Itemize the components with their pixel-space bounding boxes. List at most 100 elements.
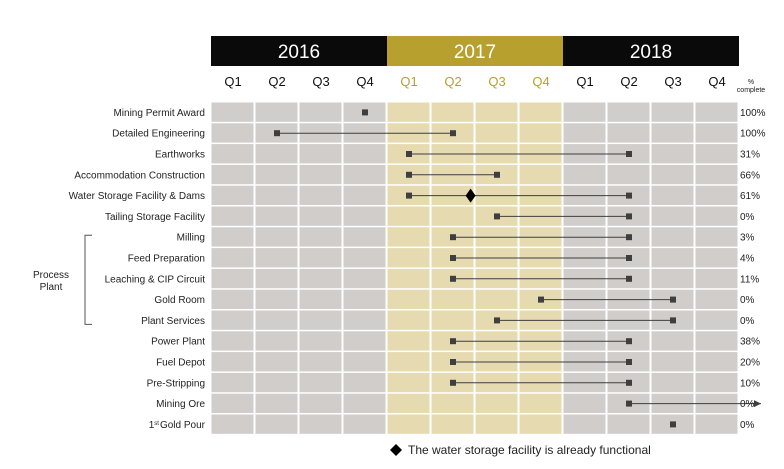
legend-text: The water storage facility is already fu… bbox=[408, 443, 651, 457]
grid-cell bbox=[343, 414, 386, 434]
start-marker bbox=[450, 234, 456, 241]
grid-cell bbox=[343, 352, 386, 372]
end-marker bbox=[494, 171, 500, 178]
grid-cell bbox=[475, 414, 518, 434]
task-label: Plant Services bbox=[141, 316, 205, 327]
grid-cell bbox=[343, 310, 386, 330]
quarter-label: Q3 bbox=[488, 74, 505, 89]
grid-cell bbox=[651, 185, 694, 205]
grid-cell bbox=[255, 352, 298, 372]
task-label: Mining Permit Award bbox=[113, 108, 205, 119]
grid-cell bbox=[211, 185, 254, 205]
grid-cell bbox=[299, 414, 342, 434]
task-label: Feed Preparation bbox=[128, 254, 205, 265]
grid-cell bbox=[695, 289, 738, 309]
quarter-label: Q2 bbox=[268, 74, 285, 89]
grid-cell bbox=[387, 352, 430, 372]
year-label-2016: 2016 bbox=[278, 42, 320, 63]
arrow-head bbox=[754, 400, 761, 408]
year-header-2017 bbox=[387, 36, 563, 66]
grid-cell bbox=[695, 123, 738, 143]
grid-cell bbox=[387, 102, 430, 122]
grid-cell bbox=[299, 164, 342, 185]
grid-cell bbox=[387, 248, 430, 268]
grid-cell bbox=[431, 206, 474, 226]
start-marker bbox=[406, 171, 412, 178]
grid-cell bbox=[299, 206, 342, 226]
grid-cell bbox=[431, 393, 474, 413]
grid-cell bbox=[387, 268, 430, 289]
grid-cell bbox=[211, 310, 254, 330]
grid-cell bbox=[695, 352, 738, 372]
grid-cell bbox=[651, 102, 694, 122]
percent-value: 38% bbox=[740, 337, 760, 348]
grid-cell bbox=[211, 414, 254, 434]
grid-cell bbox=[387, 310, 430, 330]
grid-cell bbox=[211, 227, 254, 247]
grid-cell bbox=[299, 393, 342, 413]
quarter-label: Q3 bbox=[664, 74, 681, 89]
start-marker bbox=[406, 151, 412, 157]
grid-cell bbox=[563, 102, 606, 122]
year-header-2016 bbox=[211, 36, 387, 66]
grid-cell bbox=[695, 164, 738, 185]
percent-value: 4% bbox=[740, 254, 755, 265]
end-marker bbox=[626, 192, 632, 199]
quarter-label: Q3 bbox=[312, 74, 329, 89]
task-label: Mining Ore bbox=[156, 399, 205, 410]
grid-cell bbox=[695, 414, 738, 434]
grid-cell bbox=[695, 310, 738, 330]
percent-value: 0% bbox=[740, 316, 755, 327]
grid-cell bbox=[651, 144, 694, 164]
grid-cell bbox=[695, 185, 738, 205]
grid-cell bbox=[299, 248, 342, 268]
start-marker bbox=[450, 255, 456, 261]
grid-cell bbox=[211, 372, 254, 393]
grid-cell bbox=[211, 102, 254, 122]
percent-value: 100% bbox=[740, 108, 766, 119]
grid-cell bbox=[343, 227, 386, 247]
grid-cell bbox=[299, 310, 342, 330]
grid-cell bbox=[475, 393, 518, 413]
grid-cell bbox=[255, 268, 298, 289]
grid-cell bbox=[211, 164, 254, 185]
grid-cell bbox=[519, 414, 562, 434]
grid-cell bbox=[387, 227, 430, 247]
grid-cell bbox=[651, 123, 694, 143]
task-label: Earthworks bbox=[155, 150, 205, 161]
grid-cell bbox=[695, 144, 738, 164]
grid-cell bbox=[651, 372, 694, 393]
percent-value: 0% bbox=[740, 420, 755, 431]
grid-cell bbox=[475, 102, 518, 122]
start-marker bbox=[450, 275, 456, 282]
start-marker bbox=[274, 130, 280, 137]
grid-cell bbox=[299, 268, 342, 289]
grid-cell bbox=[255, 331, 298, 351]
grid-cell bbox=[651, 352, 694, 372]
end-marker bbox=[626, 213, 632, 220]
grid-cell bbox=[255, 164, 298, 185]
grid-cell bbox=[387, 206, 430, 226]
end-marker bbox=[626, 151, 632, 157]
grid-cell bbox=[211, 123, 254, 143]
grid-cell bbox=[299, 352, 342, 372]
end-marker bbox=[626, 234, 632, 241]
percent-value: 66% bbox=[740, 170, 760, 181]
grid-cell bbox=[651, 227, 694, 247]
task-label: Accommodation Construction bbox=[74, 170, 205, 181]
start-marker bbox=[626, 400, 632, 407]
task-label: Detailed Engineering bbox=[112, 129, 205, 140]
quarter-label: Q4 bbox=[356, 74, 373, 89]
legend-diamond bbox=[390, 444, 402, 456]
percent-header-sub: complete bbox=[737, 87, 766, 94]
grid-cell bbox=[255, 144, 298, 164]
grid-cell bbox=[695, 248, 738, 268]
percent-value: 11% bbox=[740, 274, 759, 285]
grid-cell bbox=[607, 164, 650, 185]
quarter-label: Q1 bbox=[224, 74, 241, 89]
grid-cell bbox=[431, 289, 474, 309]
grid-cell bbox=[211, 289, 254, 309]
grid-cell bbox=[607, 123, 650, 143]
end-marker bbox=[626, 255, 632, 261]
